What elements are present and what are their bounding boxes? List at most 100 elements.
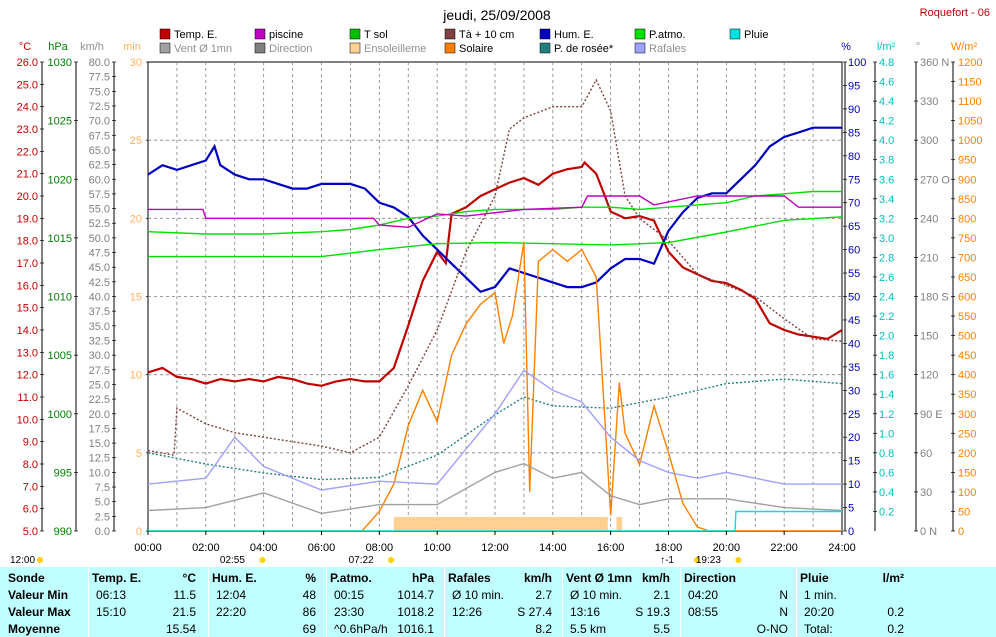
rain-axis-tick: 2.4 (879, 292, 894, 304)
minutes-axis-tick: 30 (130, 57, 142, 69)
humidity-axis-tick: 60 (848, 245, 860, 257)
pressure-axis-tick: 1010 (48, 292, 72, 304)
temp-axis-tick: 13.0 (17, 347, 38, 359)
radiation-axis-tick: 800 (958, 213, 976, 225)
x-tick-label: 08:00 (366, 542, 394, 554)
sunshine-bar (437, 517, 608, 531)
sun-markers: 12:00 02:55 07:22 ↑-1 19:23 (10, 555, 742, 566)
x-tick-label: 20:00 (713, 542, 741, 554)
stats-panel: Sonde Valeur Min Valeur Max Moyenne Temp. E.… (0, 567, 996, 637)
wind-axis-tick: 45.0 (89, 262, 110, 274)
radiation-axis-tick: 450 (958, 350, 976, 362)
chart-header: jeudi, 25/09/2008 Roquefort - 06 (442, 7, 990, 23)
stats-time: Ø 10 min. (452, 588, 505, 602)
pressure-axis-tick: 990 (54, 526, 72, 538)
radiation-axis-tick: 250 (958, 428, 976, 440)
stats-value: 1014.7 (397, 588, 434, 602)
direction-axis-tick: 60 (920, 448, 932, 460)
stats-header: Sonde (8, 571, 45, 585)
temp-axis-tick: 14.0 (17, 325, 38, 337)
x-tick-label: 00:00 (134, 542, 162, 554)
wind-axis-tick: 35.0 (89, 321, 110, 333)
rain-axis-tick: 2.0 (879, 331, 894, 343)
temp-axis-tick: 6.0 (23, 504, 38, 516)
rain-axis-tick: 4.6 (879, 77, 894, 89)
direction-axis-tick: 240 (920, 213, 938, 225)
radiation-axis-tick: 1200 (958, 57, 982, 69)
wind-axis-tick: 25.0 (89, 379, 110, 391)
wind-axis-tick: 22.5 (89, 394, 110, 406)
legend: Temp. E. Vent Ø 1mn piscine Direction T sol E… (159, 28, 768, 55)
stats-time: 1 min. (804, 588, 837, 602)
humidity-axis-tick: 65 (848, 221, 860, 233)
radiation-axis-tick: 0 (958, 526, 964, 538)
stats-header: Direction (684, 571, 737, 585)
temp-axis-tick: 24.0 (17, 102, 38, 114)
rain-axis-tick: 0.2 (879, 506, 894, 518)
minutes-axis-tick: 20 (130, 213, 142, 225)
humidity-axis-tick: 95 (848, 80, 860, 92)
legend-swatch (159, 28, 171, 40)
humidity-axis-tick: 15 (848, 456, 860, 468)
humidity-axis-tick: 50 (848, 292, 860, 304)
pressure-axis-tick: 995 (54, 467, 72, 479)
rain-axis-tick: 0.6 (879, 467, 894, 479)
rain-axis-tick: 1.4 (879, 389, 894, 401)
legend-label: Temp. E. (174, 29, 217, 41)
radiation-axis-tick: 150 (958, 467, 976, 479)
radiation-axis-tick: 1150 (958, 77, 982, 89)
wind-axis-tick: 37.5 (89, 306, 110, 318)
temp-axis-tick: 7.0 (23, 481, 38, 493)
plot-inner (148, 62, 842, 531)
sun-marker-label: 02:55 (220, 555, 245, 566)
pressure-axis-tick: 1015 (48, 233, 72, 245)
pressure-axis-tick: 1025 (48, 116, 72, 128)
rain-axis-tick: 1.8 (879, 350, 894, 362)
stats-value: 48 (302, 588, 316, 602)
stats-time: 13:16 (570, 605, 601, 619)
stats-separator (562, 567, 563, 637)
legend-swatch (729, 28, 741, 40)
direction-axis-tick: 150 (920, 331, 938, 343)
stats-value: 21.5 (172, 605, 196, 619)
direction-axis-tick: 330 (920, 96, 938, 108)
stats-value: 5.5 (653, 622, 670, 636)
legend-label: Rafales (649, 43, 687, 55)
radiation-axis-tick: 900 (958, 174, 976, 186)
stats-header: P.atmo. (330, 571, 372, 585)
wind-axis-tick: 7.5 (95, 482, 110, 494)
rain-axis-tick: 3.0 (879, 233, 894, 245)
humidity-axis-tick: 5 (848, 503, 854, 515)
stats-separator (88, 567, 89, 637)
wind-axis-tick: 42.5 (89, 277, 110, 289)
radiation-axis-tick: 1050 (958, 116, 982, 128)
humidity-axis-tick: 55 (848, 268, 860, 280)
stats-time: 20:20 (804, 605, 835, 619)
temp-axis-tick: 8.0 (23, 459, 38, 471)
radiation-axis-tick: 350 (958, 389, 976, 401)
legend-label: Vent Ø 1mn (174, 43, 232, 55)
legend-swatch (254, 28, 266, 40)
radiation-axis-tick: 650 (958, 272, 976, 284)
y-axes: 26.0 25.0 24.0 23.0 22.0 21.0 20.0 19.0 18.0 17.0… (17, 57, 983, 538)
chart-date-title: jeudi, 25/09/2008 (442, 7, 551, 23)
axis-unit-label: hPa (48, 41, 68, 53)
stats-time: Total: (804, 622, 833, 636)
series-line-hum-e- (148, 126, 842, 294)
temp-axis-tick: 15.0 (17, 303, 38, 315)
stats-time: 04:20 (688, 588, 719, 602)
wind-axis-tick: 80.0 (89, 57, 110, 69)
humidity-axis-tick: 0 (848, 526, 854, 538)
stats-value: 8.2 (535, 622, 552, 636)
temp-axis-tick: 17.0 (17, 258, 38, 270)
stats-separator (680, 567, 681, 637)
sun-marker-dot (694, 557, 701, 563)
humidity-axis-tick: 75 (848, 174, 860, 186)
series-line-t-10-cm (148, 78, 842, 456)
x-tick-label: 02:00 (192, 542, 220, 554)
humidity-axis-tick: 100 (848, 57, 866, 69)
wind-axis-tick: 40.0 (89, 292, 110, 304)
minutes-axis-tick: 25 (130, 135, 142, 147)
series-line-p-atmo- (148, 216, 842, 258)
radiation-axis-tick: 700 (958, 252, 976, 264)
